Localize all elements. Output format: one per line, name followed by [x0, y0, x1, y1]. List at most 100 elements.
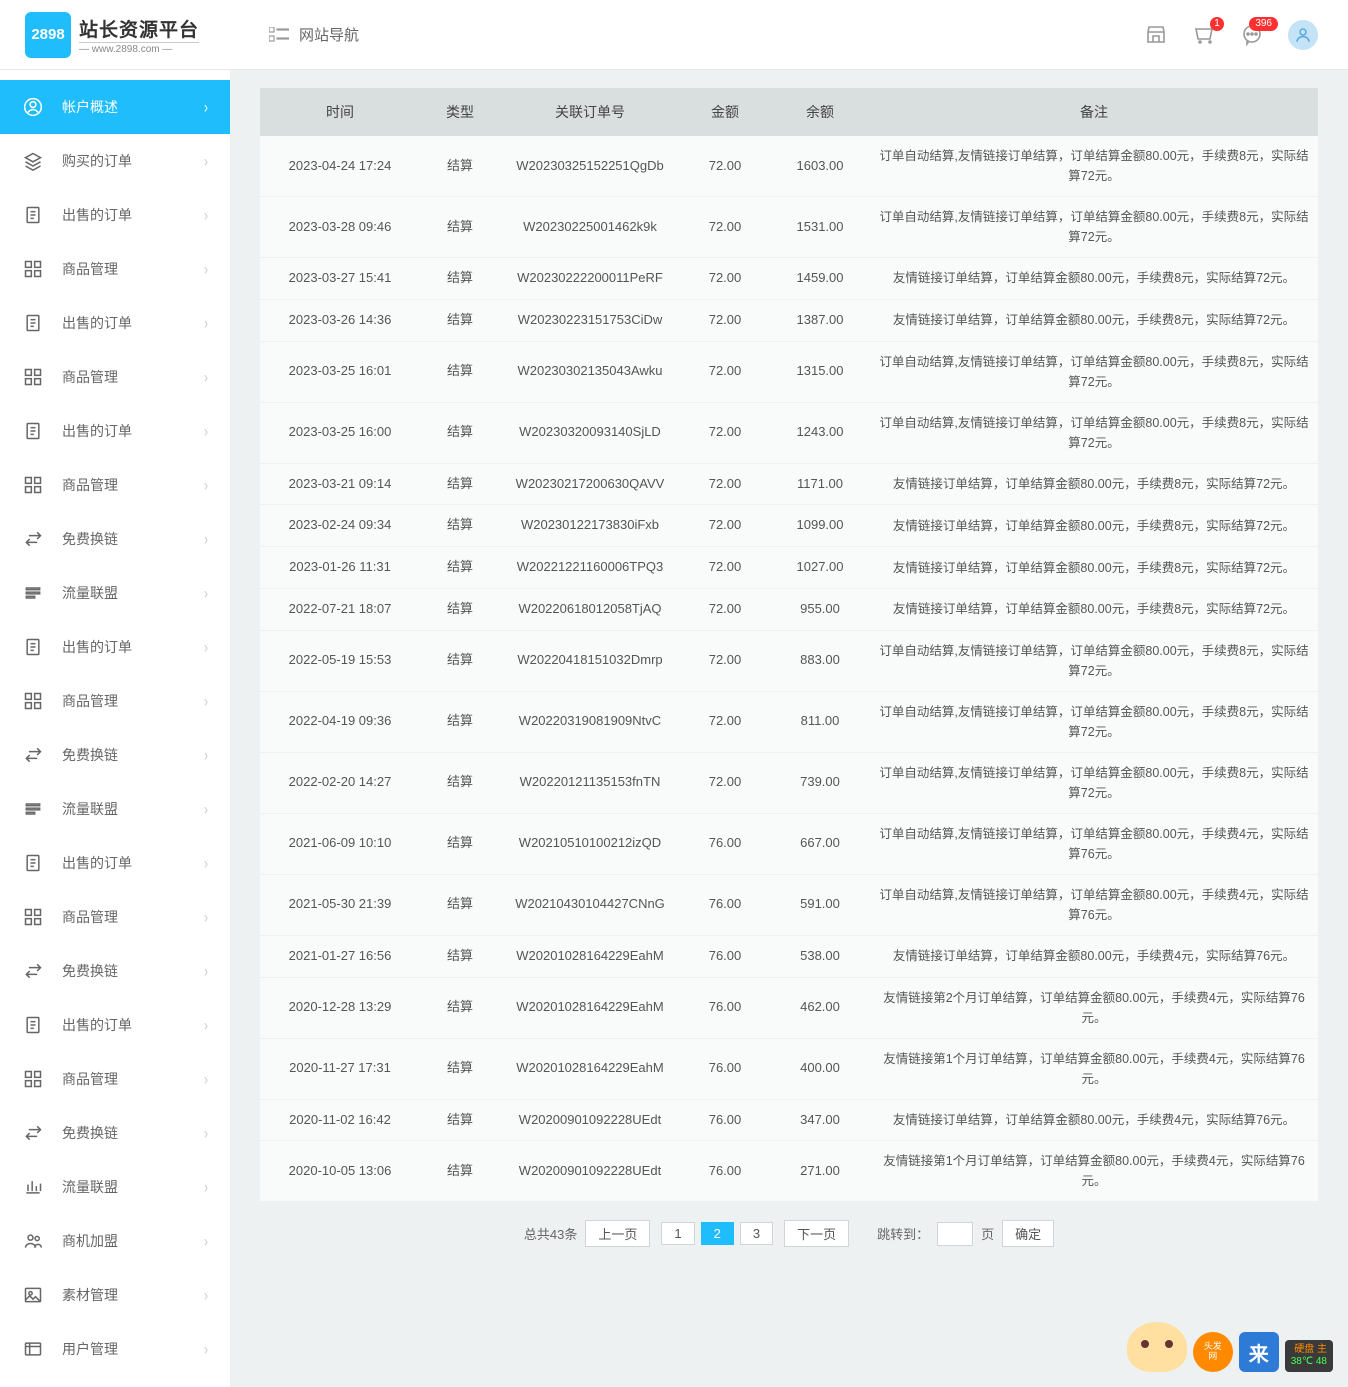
table-row: 2022-02-20 14:27结算W20220121135153fnTN72.…: [260, 752, 1318, 813]
table-cell: W20230217200630QAVV: [500, 463, 680, 505]
sidebar-item-label: 商品管理: [62, 691, 204, 711]
sidebar-item-label: 免费换链: [62, 529, 204, 549]
sidebar-item-18[interactable]: 商品管理›: [0, 1052, 230, 1106]
chevron-right-icon: ›: [204, 1123, 208, 1143]
table-cell: W20220121135153fnTN: [500, 752, 680, 813]
table-cell: 2022-02-20 14:27: [260, 752, 420, 813]
sidebar-item-1[interactable]: 购买的订单›: [0, 134, 230, 188]
cart-badge: 1: [1210, 17, 1224, 31]
doc-icon: [22, 1014, 44, 1036]
sidebar-item-14[interactable]: 出售的订单›: [0, 836, 230, 890]
message-icon[interactable]: 396: [1240, 23, 1264, 47]
table-cell: 72.00: [680, 463, 770, 505]
sidebar-item-20[interactable]: 流量联盟›: [0, 1160, 230, 1214]
total-count: 总共43条: [524, 1224, 577, 1243]
sidebar-item-3[interactable]: 商品管理›: [0, 242, 230, 296]
sidebar-item-13[interactable]: 流量联盟›: [0, 782, 230, 836]
site-nav[interactable]: 网站导航: [269, 24, 359, 45]
swap-icon: [22, 1122, 44, 1144]
table-cell: 72.00: [680, 197, 770, 258]
table-cell: W20230302135043Awku: [500, 341, 680, 402]
sidebar-item-19[interactable]: 免费换链›: [0, 1106, 230, 1160]
table-cell: 1099.00: [770, 505, 870, 547]
page-unit-label: 页: [981, 1224, 994, 1243]
sidebar-item-0[interactable]: 帐户概述›: [0, 80, 230, 134]
table-cell: 友情链接第1个月订单结算，订单结算金额80.00元，手续费4元，实际结算76元。: [870, 1141, 1318, 1202]
doc-icon: [22, 312, 44, 334]
table-cell: 结算: [420, 691, 500, 752]
prev-page-button[interactable]: 上一页: [585, 1220, 650, 1247]
table-cell: W20230225001462k9k: [500, 197, 680, 258]
sidebar-item-15[interactable]: 商品管理›: [0, 890, 230, 944]
table-cell: 结算: [420, 874, 500, 935]
sidebar-item-8[interactable]: 免费换链›: [0, 512, 230, 566]
page-number-button[interactable]: 1: [661, 1222, 694, 1245]
sidebar-item-6[interactable]: 出售的订单›: [0, 404, 230, 458]
table-cell: 72.00: [680, 752, 770, 813]
chevron-right-icon: ›: [204, 151, 208, 171]
table-cell: 结算: [420, 813, 500, 874]
table-cell: 友情链接订单结算，订单结算金额80.00元，手续费4元，实际结算76元。: [870, 935, 1318, 977]
sidebar-item-23[interactable]: 用户管理›: [0, 1322, 230, 1376]
table-cell: 友情链接订单结算，订单结算金额80.00元，手续费8元，实际结算72元。: [870, 463, 1318, 505]
sidebar-item-7[interactable]: 商品管理›: [0, 458, 230, 512]
cart-icon[interactable]: 1: [1192, 23, 1216, 47]
chevron-right-icon: ›: [204, 799, 208, 819]
sidebar-item-4[interactable]: 出售的订单›: [0, 296, 230, 350]
sidebar-item-22[interactable]: 素材管理›: [0, 1268, 230, 1322]
table-cell: 2023-03-25 16:01: [260, 341, 420, 402]
swap-icon: [22, 528, 44, 550]
table-cell: 72.00: [680, 402, 770, 463]
sidebar-item-17[interactable]: 出售的订单›: [0, 998, 230, 1052]
table-cell: 2021-01-27 16:56: [260, 935, 420, 977]
sidebar-item-2[interactable]: 出售的订单›: [0, 188, 230, 242]
table-cell: 76.00: [680, 977, 770, 1038]
table-cell: 订单自动结算,友情链接订单结算，订单结算金额80.00元，手续费8元，实际结算7…: [870, 136, 1318, 197]
chevron-right-icon: ›: [204, 1015, 208, 1035]
chevron-right-icon: ›: [204, 1285, 208, 1305]
chevron-right-icon: ›: [204, 745, 208, 765]
table-cell: 72.00: [680, 136, 770, 197]
table-cell: 2020-11-02 16:42: [260, 1099, 420, 1141]
sidebar-item-10[interactable]: 出售的订单›: [0, 620, 230, 674]
sidebar-item-11[interactable]: 商品管理›: [0, 674, 230, 728]
sidebar-item-9[interactable]: 流量联盟›: [0, 566, 230, 620]
confirm-jump-button[interactable]: 确定: [1002, 1220, 1054, 1247]
table-row: 2020-12-28 13:29结算W20201028164229EahM76.…: [260, 977, 1318, 1038]
table-cell: W20230223151753CiDw: [500, 299, 680, 341]
table-cell: 友情链接订单结算，订单结算金额80.00元，手续费8元，实际结算72元。: [870, 547, 1318, 589]
table-row: 2023-03-26 14:36结算W20230223151753CiDw72.…: [260, 299, 1318, 341]
sidebar-item-label: 免费换链: [62, 1123, 204, 1143]
table-cell: 2022-07-21 18:07: [260, 588, 420, 630]
table-cell: 1387.00: [770, 299, 870, 341]
table-cell: 订单自动结算,友情链接订单结算，订单结算金额80.00元，手续费8元，实际结算7…: [870, 691, 1318, 752]
table-row: 2023-04-24 17:24结算W20230325152251QgDb72.…: [260, 136, 1318, 197]
sidebar-item-12[interactable]: 免费换链›: [0, 728, 230, 782]
table-cell: 739.00: [770, 752, 870, 813]
chevron-right-icon: ›: [204, 259, 208, 279]
sidebar-item-label: 免费换链: [62, 745, 204, 765]
store-icon[interactable]: [1144, 23, 1168, 47]
table-row: 2020-10-05 13:06结算W20200901092228UEdt76.…: [260, 1141, 1318, 1202]
chevron-right-icon: ›: [204, 1231, 208, 1251]
sidebar-item-5[interactable]: 商品管理›: [0, 350, 230, 404]
page-number-button[interactable]: 2: [701, 1222, 734, 1245]
sidebar-item-label: 商品管理: [62, 259, 204, 279]
floating-badges: 头发网 来 硬盘 主38℃ 48: [1127, 1322, 1333, 1372]
table-cell: 结算: [420, 1099, 500, 1141]
table-cell: 2020-12-28 13:29: [260, 977, 420, 1038]
avatar[interactable]: [1288, 20, 1318, 50]
chevron-right-icon: ›: [204, 313, 208, 333]
jump-page-input[interactable]: [937, 1222, 973, 1246]
sidebar-item-16[interactable]: 免费换链›: [0, 944, 230, 998]
page-number-button[interactable]: 3: [740, 1222, 773, 1245]
logo[interactable]: 2898 站长资源平台 — www.2898.com —: [25, 12, 199, 58]
table-cell: 2022-04-19 09:36: [260, 691, 420, 752]
table-cell: 811.00: [770, 691, 870, 752]
chevron-right-icon: ›: [204, 1339, 208, 1359]
sidebar-item-label: 出售的订单: [62, 1015, 204, 1035]
table-cell: 2023-03-26 14:36: [260, 299, 420, 341]
table-row: 2021-06-09 10:10结算W20210510100212izQD76.…: [260, 813, 1318, 874]
next-page-button[interactable]: 下一页: [784, 1220, 849, 1247]
sidebar-item-21[interactable]: 商机加盟›: [0, 1214, 230, 1268]
